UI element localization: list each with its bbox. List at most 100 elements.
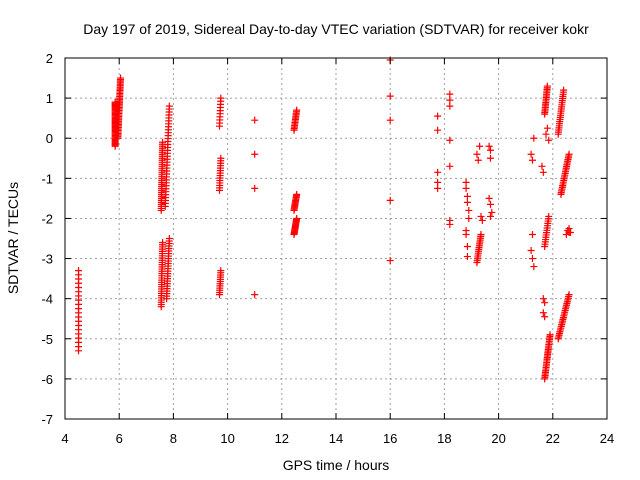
data-point	[545, 136, 553, 144]
data-point	[434, 184, 442, 192]
y-tick-label: -3	[41, 252, 53, 267]
data-point	[446, 90, 454, 98]
data-point	[539, 309, 547, 317]
data-point	[293, 190, 301, 198]
y-tick-label: 0	[46, 131, 53, 146]
data-point	[527, 150, 535, 158]
y-tick-label: -2	[41, 211, 53, 226]
data-point	[462, 184, 470, 192]
data-point	[566, 228, 574, 236]
y-tick-label: -1	[41, 171, 53, 186]
data-point	[434, 168, 442, 176]
data-point	[539, 295, 547, 303]
y-tick-label: 2	[46, 51, 53, 66]
data-point	[111, 98, 119, 106]
data-point	[446, 162, 454, 170]
data-point	[543, 82, 551, 90]
data-point	[463, 243, 471, 251]
data-point	[465, 214, 473, 222]
data-point	[446, 220, 454, 228]
data-point	[560, 86, 568, 94]
data-point	[446, 102, 454, 110]
data-point	[117, 74, 125, 82]
y-tick-label: -6	[41, 372, 53, 387]
data-point	[293, 214, 301, 222]
data-point	[486, 212, 494, 220]
chart-title: Day 197 of 2019, Sidereal Day-to-day VTE…	[83, 21, 589, 37]
x-axis-label: GPS time / hours	[283, 457, 390, 473]
y-tick-label: 1	[46, 91, 53, 106]
data-point	[386, 116, 394, 124]
data-point	[539, 168, 547, 176]
data-point	[446, 136, 454, 144]
data-point	[434, 178, 442, 186]
data-point	[293, 106, 301, 114]
data-point	[538, 162, 546, 170]
data-point	[476, 142, 484, 150]
x-tick-label: 14	[329, 431, 343, 446]
data-point	[165, 235, 173, 242]
data-point	[251, 150, 259, 158]
x-tick-label: 20	[491, 431, 505, 446]
x-tick-labels: 4 6 8 10 12 14 16 18 20 22 24	[61, 431, 614, 446]
data-point	[217, 267, 225, 275]
data-point	[486, 154, 494, 162]
data-point	[477, 212, 485, 220]
x-tick-label: 18	[437, 431, 451, 446]
data-point	[527, 247, 535, 255]
data-point	[386, 257, 394, 265]
data-series-sdtvar	[75, 56, 574, 383]
data-point	[386, 92, 394, 100]
data-point	[159, 138, 167, 146]
y-tick-label: -4	[41, 292, 53, 307]
data-point	[486, 200, 494, 208]
data-point	[75, 267, 83, 275]
data-point	[541, 299, 549, 307]
data-point	[528, 156, 536, 164]
data-point	[485, 194, 493, 202]
data-point	[473, 150, 481, 158]
y-tick-labels: -7 -6 -5 -4 -3 -2 -1 0 1 2	[41, 51, 53, 427]
data-point	[530, 263, 538, 271]
x-tick-label: 16	[383, 431, 397, 446]
data-point	[541, 313, 549, 321]
data-point	[486, 146, 494, 154]
data-point	[463, 198, 471, 206]
x-tick-label: 22	[546, 431, 560, 446]
data-point	[528, 255, 536, 263]
y-axis-label: SDTVAR / TECUs	[5, 182, 21, 294]
data-point	[463, 253, 471, 261]
data-point	[463, 192, 471, 200]
y-tick-label: -5	[41, 332, 53, 347]
data-point	[542, 130, 550, 138]
data-point	[462, 178, 470, 186]
data-point	[217, 154, 225, 162]
data-point	[485, 142, 493, 150]
data-point	[217, 94, 225, 102]
x-tick-label: 12	[275, 431, 289, 446]
data-point	[478, 216, 486, 224]
data-point	[488, 208, 496, 216]
x-tick-label: 24	[600, 431, 614, 446]
x-tick-label: 6	[116, 431, 123, 446]
data-point	[565, 150, 573, 158]
x-tick-label: 10	[220, 431, 234, 446]
data-point	[546, 331, 554, 339]
data-point	[434, 112, 442, 120]
grid	[65, 58, 607, 419]
data-point	[251, 184, 259, 192]
data-point	[543, 124, 551, 132]
x-tick-label: 8	[170, 431, 177, 446]
data-point	[474, 156, 482, 164]
data-point	[562, 230, 570, 238]
data-point	[545, 212, 553, 220]
data-point	[462, 230, 470, 238]
data-point	[251, 291, 259, 299]
data-point	[465, 206, 473, 214]
data-point	[477, 230, 485, 238]
data-point	[386, 196, 394, 204]
data-point	[530, 134, 538, 142]
data-point	[565, 291, 573, 299]
data-point	[565, 224, 573, 232]
